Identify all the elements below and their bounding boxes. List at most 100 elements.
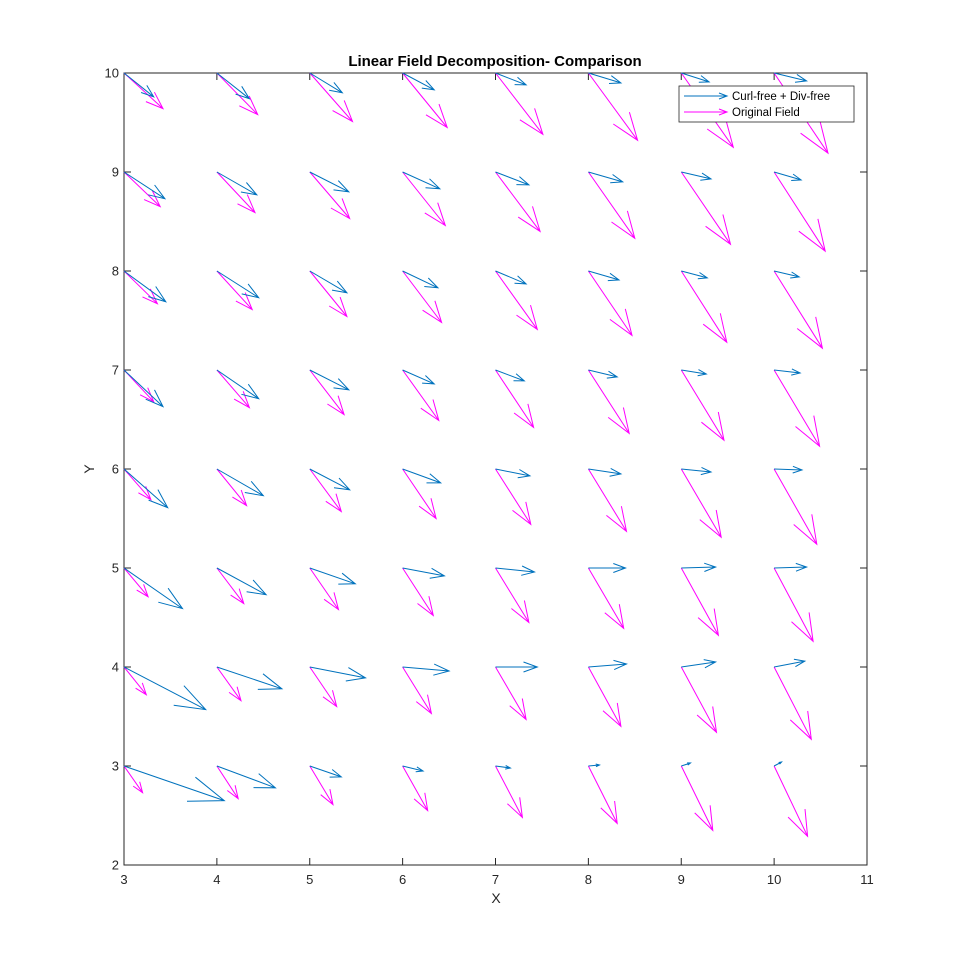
vector-arrow [495,765,524,819]
vector-arrow [588,659,628,671]
vector-arrow [402,567,435,617]
vector-arrow [402,468,443,484]
vector-arrow [495,72,544,136]
vector-arrow [123,72,155,98]
legend-label-original-field: Original Field [732,107,800,119]
vector-arrow [402,270,443,324]
vector-arrow [680,468,722,539]
vector-arrow [309,468,351,491]
vector-arrow [680,270,728,344]
vector-arrow [495,270,539,331]
vector-arrow [495,468,532,526]
vector-arrow [402,765,425,773]
vector-arrow [773,270,801,279]
legend-label-curl-free-div-free: Curl-free + Div-free [732,91,830,103]
vector-arrow [216,72,251,100]
vector-arrow [773,468,818,546]
vector-arrow [588,72,623,84]
vector-arrow [123,468,152,501]
vector-arrow [495,661,539,673]
vector-arrow [681,171,713,181]
vector-arrow [402,369,440,422]
vector-arrow [587,369,630,435]
vector-arrow [681,270,709,280]
vector-arrow [216,72,259,116]
vector-arrow [681,72,711,83]
vector-arrow [123,765,226,802]
vector-arrow [309,567,357,585]
vector-arrow [773,171,803,181]
vector-arrow [773,270,824,350]
vector-arrow [123,666,207,711]
vector-arrow [216,369,251,409]
vector-arrow [402,171,447,227]
vector-arrow [774,658,807,668]
y-tick-label: 6 [112,462,119,477]
vector-arrow [402,270,440,289]
vector-arrow [216,171,256,214]
vector-arrow [681,562,718,572]
vector-arrow [402,369,436,385]
vector-arrow [309,666,338,708]
vector-arrow [681,466,713,476]
vector-arrow [216,270,254,311]
x-tick-label: 7 [492,872,499,887]
vector-arrow [588,763,601,768]
x-tick-label: 10 [767,872,781,887]
vector-arrow [216,468,265,497]
vector-arrow [123,270,167,303]
x-tick-label: 8 [585,872,592,887]
x-tick-label: 4 [213,872,220,887]
vector-arrow [402,663,451,676]
vector-arrow [402,765,429,812]
vector-arrow [123,765,144,794]
vector-arrow [495,666,527,721]
vector-arrow [774,368,802,376]
x-tick-label: 5 [306,872,313,887]
vector-arrow [587,666,622,728]
vector-arrow [680,666,718,734]
vector-arrow [216,765,239,800]
vector-arrow [587,72,639,142]
vector-arrow [216,666,242,702]
vector-arrow [774,465,804,474]
y-tick-label: 10 [105,66,119,81]
y-tick-label: 9 [112,165,119,180]
vector-arrow [773,567,814,643]
vector-arrow [680,369,725,442]
vector-arrow [402,666,433,715]
vector-arrow [309,72,344,94]
x-tick-label: 11 [860,872,874,887]
vector-arrow [123,369,165,408]
vector-arrow [309,171,351,193]
vector-arrow [402,468,437,520]
vector-arrow [402,171,442,190]
vector-arrow [216,270,260,299]
vector-arrow [309,666,367,682]
vector-arrow [587,468,628,533]
vector-arrow [587,270,633,337]
vector-series-0 [123,72,809,802]
vector-arrow [123,171,167,200]
legend-arrowhead-curl-free-div-free [718,92,729,100]
vector-arrow [123,72,165,110]
vector-arrow [309,270,349,294]
vector-arrow [681,659,718,669]
vector-arrow [495,369,535,429]
y-tick-label: 3 [112,759,119,774]
vector-arrow [587,765,618,825]
vector-arrow [774,562,809,572]
vector-arrow [402,72,436,91]
vector-arrow [588,467,623,477]
vector-arrow [680,765,714,832]
vector-arrow [495,72,528,86]
vector-arrow [495,468,532,479]
vector-arrow [773,171,826,253]
y-tick-label: 7 [112,363,119,378]
vector-arrow [588,171,625,184]
legend-arrowhead-original-field [718,108,729,116]
vector-arrow [309,270,348,318]
vector-arrow [495,171,531,186]
vector-arrow [773,666,812,741]
